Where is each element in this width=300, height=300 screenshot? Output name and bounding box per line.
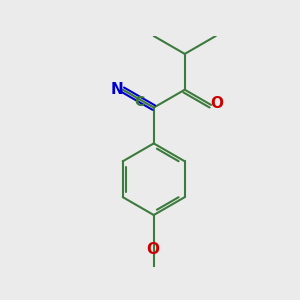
Text: C: C <box>134 95 145 109</box>
Text: O: O <box>146 242 159 257</box>
Text: O: O <box>210 96 224 111</box>
Text: N: N <box>111 82 123 97</box>
